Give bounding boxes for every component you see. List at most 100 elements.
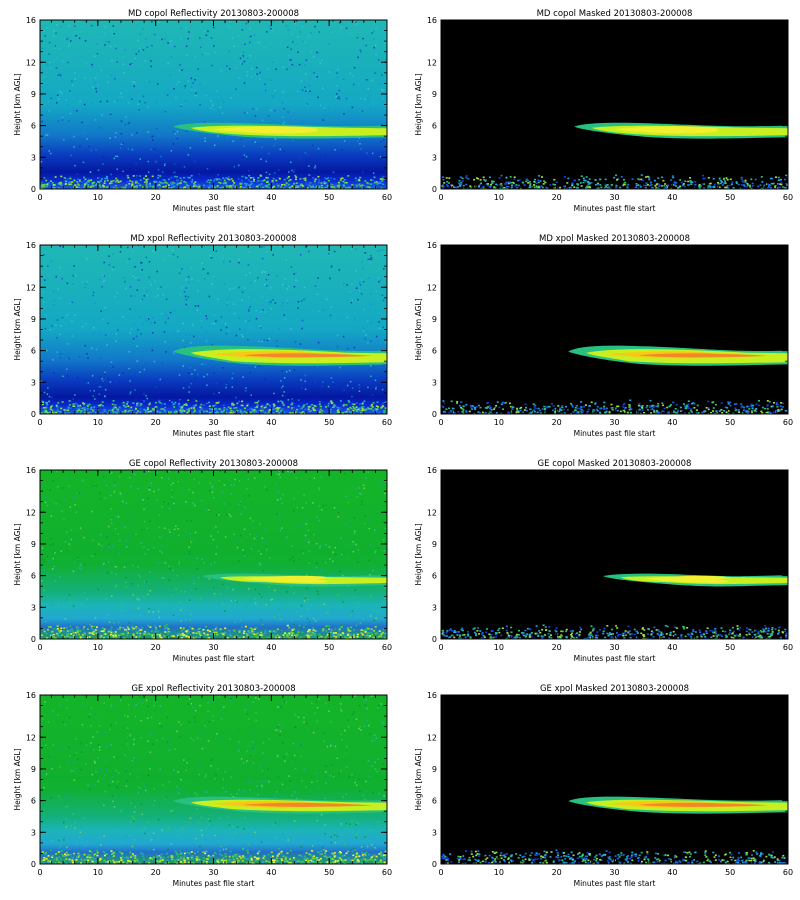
y-tick-label: 12 — [427, 58, 437, 67]
reflectivity-background — [40, 20, 387, 189]
panel-1: 0 10 20 30 40 50 60 0 3 6 9 12 16 MD copol Reflectivi… — [13, 9, 392, 213]
x-tick-label: 20 — [552, 418, 562, 427]
x-axis-label: Minutes past file start — [173, 654, 255, 663]
panel-title: MD xpol Masked 20130803-200008 — [539, 234, 690, 244]
y-tick-label: 16 — [427, 16, 437, 25]
x-tick-label: 50 — [324, 868, 334, 877]
x-tick-label: 60 — [783, 643, 793, 652]
x-tick-label: 60 — [382, 868, 392, 877]
x-tick-label: 0 — [438, 193, 443, 202]
x-axis-label: Minutes past file start — [173, 429, 255, 438]
y-tick-label: 3 — [432, 153, 437, 162]
x-tick-label: 30 — [208, 193, 218, 202]
masked-background — [441, 470, 788, 639]
y-tick-label: 9 — [432, 90, 437, 99]
y-tick-label: 16 — [26, 691, 36, 700]
y-tick-label: 6 — [432, 572, 437, 581]
x-tick-label: 60 — [382, 643, 392, 652]
y-tick-label: 16 — [26, 466, 36, 475]
y-axis-label: Height [km AGL] — [414, 298, 423, 360]
x-tick-label: 30 — [609, 643, 619, 652]
y-tick-label: 16 — [427, 466, 437, 475]
x-tick-label: 60 — [783, 193, 793, 202]
x-tick-label: 10 — [93, 418, 103, 427]
cloud-hot-core — [638, 802, 769, 807]
x-tick-label: 0 — [438, 418, 443, 427]
ground-clutter — [441, 849, 788, 864]
y-tick-label: 9 — [31, 315, 36, 324]
x-axis-label: Minutes past file start — [574, 654, 656, 663]
panel-4: 0 10 20 30 40 50 60 0 3 6 9 12 16 MD xpol Masked 2013… — [414, 234, 793, 438]
cloud-layer — [568, 345, 788, 366]
y-tick-label: 16 — [427, 691, 437, 700]
y-tick-label: 16 — [26, 241, 36, 250]
y-tick-label: 16 — [427, 241, 437, 250]
x-tick-label: 60 — [382, 418, 392, 427]
x-axis-label: Minutes past file start — [574, 204, 656, 213]
x-tick-label: 0 — [37, 643, 42, 652]
y-tick-label: 0 — [31, 635, 36, 644]
y-tick-label: 12 — [427, 508, 437, 517]
y-tick-label: 12 — [427, 283, 437, 292]
plot-area — [441, 245, 788, 414]
masked-background — [441, 20, 788, 189]
x-tick-label: 20 — [151, 868, 161, 877]
y-tick-label: 9 — [31, 90, 36, 99]
panel-title: MD xpol Reflectivity 20130803-200008 — [130, 234, 296, 244]
plot-area — [40, 470, 387, 639]
x-tick-label: 50 — [725, 643, 735, 652]
cloud-layer — [574, 122, 788, 139]
y-tick-label: 3 — [31, 378, 36, 387]
y-tick-label: 3 — [432, 828, 437, 837]
cloud-layer — [602, 573, 788, 587]
x-tick-label: 10 — [494, 868, 504, 877]
x-tick-label: 60 — [783, 418, 793, 427]
cloud-layer — [173, 796, 387, 814]
cloud-layer — [201, 573, 387, 587]
reflectivity-background — [40, 695, 387, 864]
y-tick-label: 9 — [432, 540, 437, 549]
y-tick-label: 3 — [31, 603, 36, 612]
y-tick-label: 6 — [432, 122, 437, 131]
x-tick-label: 30 — [609, 418, 619, 427]
masked-background — [441, 245, 788, 414]
y-tick-label: 9 — [31, 765, 36, 774]
y-tick-label: 12 — [26, 508, 36, 517]
y-tick-label: 0 — [432, 635, 437, 644]
y-axis-label: Height [km AGL] — [13, 298, 22, 360]
noise-speckle — [41, 470, 387, 639]
x-tick-label: 30 — [208, 868, 218, 877]
x-tick-label: 20 — [151, 193, 161, 202]
panel-2: 0 10 20 30 40 50 60 0 3 6 9 12 16 MD copol Masked 201… — [414, 9, 793, 213]
y-tick-label: 0 — [432, 185, 437, 194]
plot-area — [40, 245, 387, 414]
x-tick-label: 10 — [494, 193, 504, 202]
panel-title: GE copol Masked 20130803-200008 — [538, 459, 692, 469]
y-tick-label: 6 — [432, 347, 437, 356]
panel-5: 0 10 20 30 40 50 60 0 3 6 9 12 16 GE copol Reflectivi… — [13, 459, 392, 663]
y-tick-label: 12 — [427, 733, 437, 742]
y-tick-label: 6 — [432, 797, 437, 806]
cloud-hot-core — [638, 353, 769, 358]
cloud-core-echo — [614, 126, 719, 134]
reflectivity-background — [40, 470, 387, 639]
x-tick-label: 50 — [324, 643, 334, 652]
x-tick-label: 40 — [667, 418, 677, 427]
masked-background — [441, 695, 788, 864]
panel-title: MD copol Reflectivity 20130803-200008 — [128, 9, 299, 19]
y-tick-label: 0 — [432, 410, 437, 419]
panel-title: GE xpol Masked 20130803-200008 — [540, 684, 689, 694]
y-tick-label: 12 — [26, 733, 36, 742]
ground-clutter — [441, 174, 788, 189]
x-axis-label: Minutes past file start — [574, 879, 656, 888]
ground-clutter — [441, 624, 788, 639]
cloud-core-echo — [642, 575, 729, 583]
x-axis-label: Minutes past file start — [574, 429, 656, 438]
cloud-core-echo — [213, 126, 318, 134]
y-axis-label: Height [km AGL] — [13, 748, 22, 810]
y-tick-label: 6 — [31, 122, 36, 131]
cloud-core-echo — [241, 575, 328, 583]
x-tick-label: 20 — [552, 868, 562, 877]
x-tick-label: 10 — [494, 643, 504, 652]
